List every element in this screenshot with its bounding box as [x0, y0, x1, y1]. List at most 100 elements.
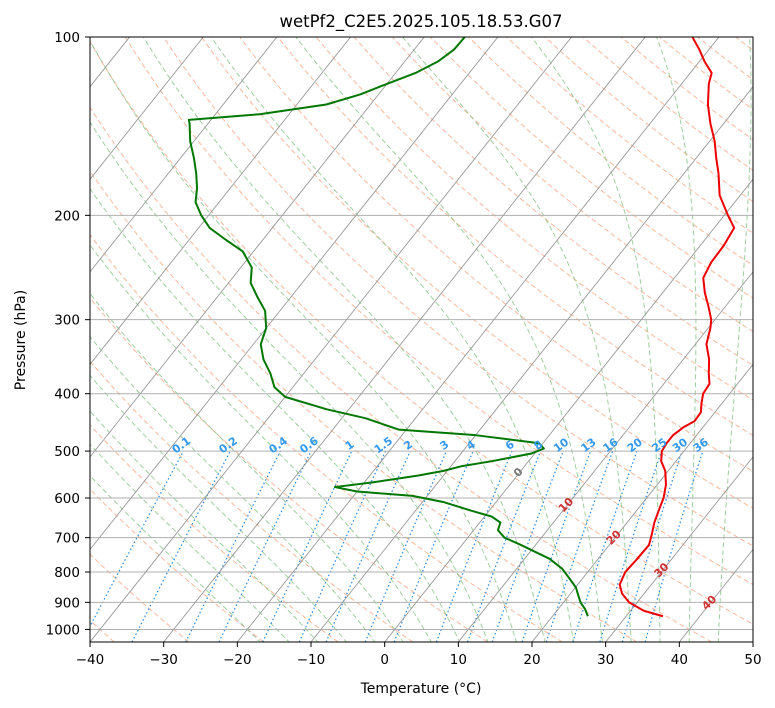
dry-adiabat-line — [90, 106, 712, 642]
mixing-ratio-label: 8 — [532, 438, 546, 453]
isotherm-line — [90, 37, 351, 366]
mixing-ratio-line — [185, 450, 281, 642]
mixing-ratio-line — [131, 450, 231, 642]
isotherm-line — [752, 641, 753, 642]
x-tick-label: 10 — [450, 652, 467, 668]
isotherm-line — [531, 363, 753, 642]
isotherm-line — [236, 37, 720, 642]
isotherm-line — [605, 456, 753, 642]
y-tick-label: 1000 — [46, 622, 80, 638]
x-tick-label: 40 — [671, 652, 688, 668]
mixing-ratio-label: 30 — [670, 435, 690, 455]
dry-adiabat-line — [90, 234, 563, 642]
mixing-ratio-line — [599, 450, 663, 642]
moist-adiabat-line — [90, 121, 489, 642]
x-tick-label: −10 — [297, 652, 326, 668]
x-tick-label: −20 — [223, 652, 252, 668]
mixing-ratio-label: 0.1 — [170, 434, 193, 456]
x-tick-label: 50 — [744, 652, 761, 668]
mixing-ratio-label: 3 — [438, 438, 452, 453]
isotherm-line — [90, 37, 572, 642]
moist-adiabat-line — [530, 37, 661, 642]
dry-adiabat-line — [90, 488, 264, 642]
temperature-profile — [618, 37, 736, 618]
x-tick-label: 30 — [597, 652, 614, 668]
dry-adiabat-line — [735, 37, 753, 51]
mixing-ratio-line — [218, 450, 312, 642]
mixing-ratio-line — [466, 450, 542, 642]
dry-adiabat-line — [544, 37, 753, 203]
moist-adiabat-line — [90, 292, 404, 642]
y-tick-label: 800 — [54, 565, 80, 581]
moist-adiabat-line — [90, 443, 290, 642]
mixing-ratio-label: 16 — [601, 435, 621, 455]
moist-adiabat-line — [402, 37, 632, 642]
mixing-ratio-line — [572, 450, 638, 642]
mixing-ratio-line — [644, 450, 704, 642]
moist-adiabat-line — [90, 374, 347, 642]
y-tick-label: 300 — [54, 313, 80, 329]
moist-adiabat-line — [656, 37, 697, 642]
mixing-ratio-label: 25 — [650, 436, 670, 456]
x-axis-label: Temperature (°C) — [360, 681, 482, 697]
y-tick-label: 400 — [54, 387, 80, 403]
mixing-ratio-line — [545, 450, 614, 642]
isotherm-line — [310, 86, 753, 642]
mixing-ratio-line — [90, 450, 185, 628]
y-tick-label: 900 — [54, 595, 80, 611]
mixing-ratio-line — [364, 450, 448, 642]
dry-adiabat-line — [277, 37, 753, 436]
x-tick-label: 0 — [380, 652, 389, 668]
y-tick-label: 700 — [54, 531, 80, 547]
isotherm-line — [90, 37, 278, 273]
mixing-ratio-label: 1.5 — [372, 434, 395, 456]
dry-adiabat-line — [697, 37, 753, 81]
isotherm-line — [384, 178, 753, 642]
moist-adiabat-line — [90, 244, 432, 642]
y-tick-label: 500 — [54, 444, 80, 460]
moist-adiabat-line — [90, 410, 319, 642]
mixing-ratio-line — [621, 450, 683, 642]
dry-adiabat-line — [201, 37, 753, 509]
chart-title: wetPf2_C2E5.2025.105.18.53.G07 — [279, 12, 562, 32]
mixing-ratio-label: 2 — [401, 438, 415, 453]
mixing-ratio-label: 20 — [625, 435, 645, 455]
isotherm-line — [90, 37, 499, 551]
dry-adiabat-line — [468, 37, 753, 267]
x-tick-label: −30 — [149, 652, 178, 668]
isotherm-line — [90, 37, 425, 458]
isotherm-line — [90, 37, 204, 180]
moist-adiabat-line — [210, 37, 575, 642]
y-axis-label: Pressure (hPa) — [13, 290, 29, 390]
isotherm-line — [163, 37, 646, 642]
moist-adiabat-line — [90, 335, 376, 642]
mixing-ratio-line — [325, 450, 411, 642]
moist-adiabat-line — [90, 187, 461, 642]
dry-adiabat-line — [162, 37, 753, 547]
dry-adiabat-line — [90, 424, 339, 642]
x-tick-label: 20 — [523, 652, 540, 668]
dry-adiabat-line — [391, 37, 753, 333]
moist-adiabat-line — [90, 475, 261, 642]
dry-adiabat-line — [90, 170, 638, 642]
mixing-ratio-line — [435, 450, 513, 642]
dry-adiabat-line — [90, 41, 753, 625]
mixing-ratio-label: 0.6 — [297, 434, 321, 456]
y-tick-label: 100 — [54, 30, 80, 46]
dry-adiabat-line — [659, 37, 753, 111]
dry-adiabat-line — [353, 37, 753, 367]
dewpoint-profile — [187, 37, 589, 617]
y-tick-label: 200 — [54, 208, 80, 224]
isotherm-line — [457, 271, 753, 642]
dry-adiabat-line — [315, 37, 753, 401]
mixing-ratio-line — [521, 450, 592, 642]
dry-adiabat-line — [90, 360, 414, 642]
y-tick-label: 600 — [54, 491, 80, 507]
dry-adiabat-line — [124, 37, 753, 586]
x-tick-label: −40 — [76, 652, 105, 668]
moist-adiabat-line — [90, 39, 517, 642]
dry-adiabat-line — [90, 297, 488, 642]
mixing-ratio-label: 13 — [578, 435, 598, 455]
plot-frame — [89, 36, 754, 643]
